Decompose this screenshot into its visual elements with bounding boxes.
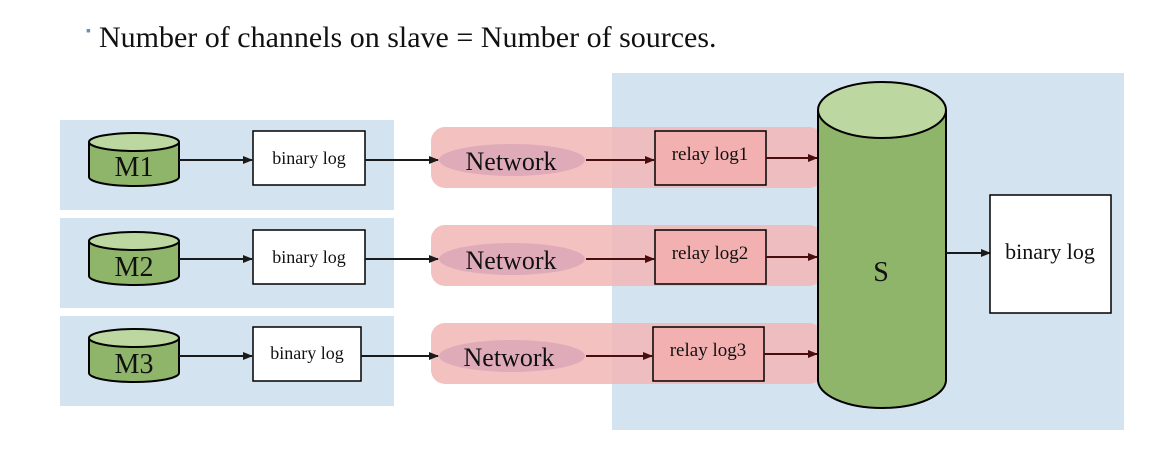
network-oval-3 [439, 340, 585, 372]
relay-log-label-3: relay log3 [670, 340, 747, 361]
master-db-m1: M1 [88, 132, 180, 187]
relay-log-box-2 [654, 229, 767, 285]
master-binlog-box-3 [252, 326, 362, 382]
network-label-1: Network [466, 147, 557, 176]
network-oval-2 [439, 243, 585, 275]
slave-binlog-label: binary log [1005, 239, 1095, 264]
slide-heading: ▪ Number of channels on slave = Number o… [86, 18, 717, 58]
bullet-icon: ▪ [86, 24, 91, 39]
relay-log-label-1: relay log1 [672, 144, 749, 165]
master-label-m3: M3 [115, 349, 154, 380]
master-db-m2: M2 [88, 231, 180, 286]
master-binlog-box-2 [252, 229, 366, 285]
network-label-2: Network [466, 246, 557, 275]
master-binlog-box-1 [252, 130, 366, 186]
master-binlog-label-2: binary log [272, 247, 346, 267]
slave-label: S [873, 257, 889, 288]
slave-binlog-box [989, 194, 1112, 314]
slave-db: S [817, 81, 947, 409]
master-binlog-label-3: binary log [270, 343, 344, 363]
relay-log-box-1 [654, 130, 767, 186]
network-label-3: Network [464, 343, 555, 372]
master-label-m2: M2 [115, 252, 154, 283]
heading-text: Number of channels on slave = Number of … [98, 21, 717, 54]
relay-log-label-2: relay log2 [672, 243, 749, 264]
network-oval-1 [439, 144, 585, 176]
master-binlog-label-1: binary log [272, 148, 346, 168]
master-db-m3: M3 [88, 328, 180, 383]
master-label-m1: M1 [115, 152, 154, 183]
